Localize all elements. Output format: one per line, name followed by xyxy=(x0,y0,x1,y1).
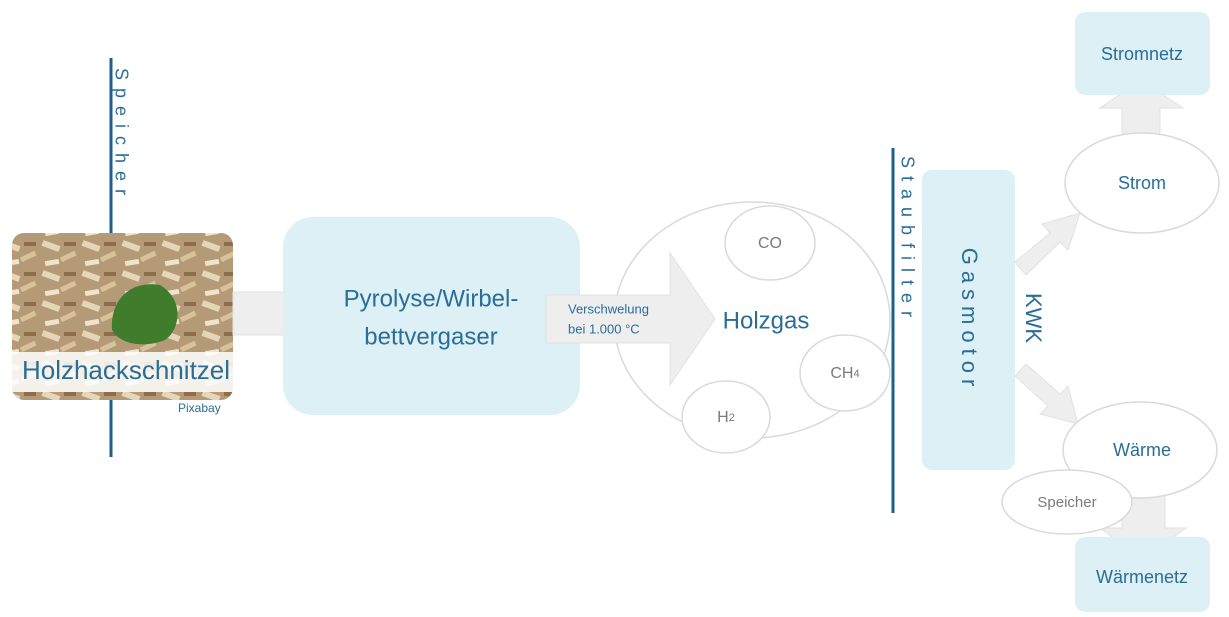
output-label: Wärmenetz xyxy=(1096,567,1188,587)
subscript: 4 xyxy=(853,368,859,380)
formula: H xyxy=(717,409,729,426)
engine-label: Gasmotor xyxy=(957,248,982,393)
reactor-box xyxy=(283,217,580,415)
image-credit: Pixabay xyxy=(178,401,221,415)
process-label: bei 1.000 °C xyxy=(568,321,640,336)
component-label: CH4 xyxy=(830,365,859,382)
input-label: Holzhackschnitzel xyxy=(22,355,230,385)
component-label: CO xyxy=(758,235,782,252)
subscript: 2 xyxy=(729,412,735,424)
process-label: Verschwelung xyxy=(568,301,649,316)
arrow xyxy=(1015,364,1078,424)
reactor-label: bettvergaser xyxy=(364,323,497,350)
diagram: Speicher Holzhackschnitzel Pixabay Pyrol… xyxy=(0,0,1229,617)
output-label: Stromnetz xyxy=(1101,44,1183,64)
mode-label: KWK xyxy=(1021,293,1046,343)
output-label: Wärme xyxy=(1113,440,1171,460)
filter-label: Staubfilter xyxy=(897,156,917,325)
component-label: H2 xyxy=(717,409,735,426)
gas-label: Holzgas xyxy=(723,307,810,334)
formula: CH xyxy=(830,365,853,382)
heat-storage-label: Speicher xyxy=(1037,494,1096,511)
arrow xyxy=(1015,213,1080,275)
reactor-label: Pyrolyse/Wirbel- xyxy=(344,285,519,312)
output-label: Strom xyxy=(1118,173,1166,193)
storage-label: Speicher xyxy=(111,68,131,203)
